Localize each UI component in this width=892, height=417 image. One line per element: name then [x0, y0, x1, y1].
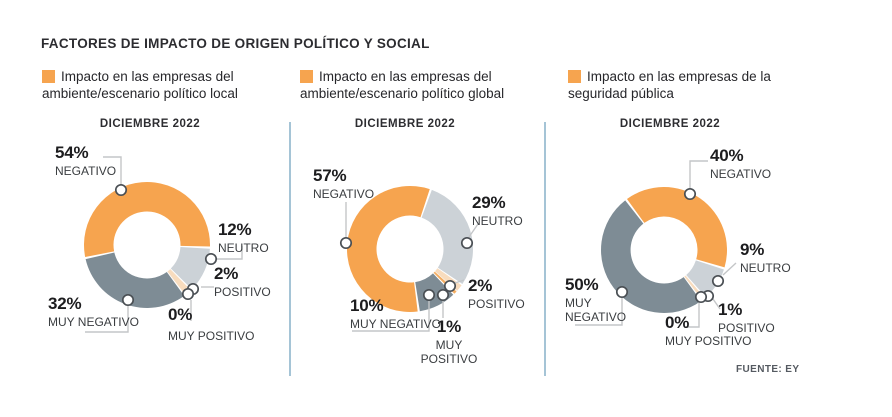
label-muy-negativo: 50% MUY NEGATIVO: [565, 275, 627, 324]
chart-subtitle: DICIEMBRE 2022: [99, 118, 201, 130]
marker-negativo: [683, 187, 697, 201]
chart-subtitle: DICIEMBRE 2022: [354, 118, 456, 130]
label-muy-positivo: 1% MUY POSITIVO: [420, 317, 478, 366]
leader-line-muy-negativo: [575, 298, 623, 326]
donut-chart-local: [83, 156, 243, 333]
donut-chart-seguridad: [575, 160, 737, 328]
chart-column-seguridad: DICIEMBRE 2022 40% NEGATIVO 9% NEUTRO 1% PO…: [546, 118, 810, 406]
label-muy-positivo: 0% MUY POSITIVO: [168, 305, 255, 343]
label-muy-positivo: 0% MUY POSITIVO: [665, 313, 752, 348]
label-positivo: 2% POSITIVO: [214, 264, 271, 299]
marker-muy-positivo: [436, 288, 450, 302]
marker-muy-positivo: [694, 290, 708, 304]
label-negativo: 54% NEGATIVO: [55, 143, 117, 178]
marker-muy-negativo: [615, 285, 629, 299]
label-muy-negativo: 10% MUY NEGATIVO: [350, 296, 441, 331]
marker-negativo: [114, 183, 128, 197]
marker-muy-negativo: [422, 288, 436, 302]
legend-swatch-icon: [568, 70, 581, 83]
segment-muy-negativo: [601, 200, 702, 313]
segment-positivo: [167, 269, 191, 295]
segment-negativo: [626, 186, 728, 268]
chart-subtitle: DICIEMBRE 2022: [619, 118, 721, 130]
leader-line-muy-negativo: [352, 301, 430, 332]
label-neutro: 12% NEUTRO: [218, 220, 269, 255]
leader-line-negativo: [103, 156, 122, 184]
leader-line-neutro: [217, 246, 243, 260]
source-credit: FUENTE: EY: [736, 364, 800, 375]
marker-muy-negativo: [121, 293, 135, 307]
marker-positivo: [443, 279, 457, 293]
page-title: FACTORES DE IMPACTO DE ORIGEN POLÍTICO Y…: [41, 36, 430, 51]
leader-line-muy-negativo: [85, 306, 129, 333]
label-positivo: 1% POSITIVO: [718, 300, 775, 335]
legend-chart-1: Impacto en las empresas del ambiente/esc…: [42, 68, 280, 103]
marker-neutro: [711, 274, 725, 288]
leader-line-neutro: [722, 262, 737, 276]
donut-chart-global: [339, 186, 479, 332]
label-positivo: 2% POSITIVO: [468, 276, 525, 311]
segment-negativo: [346, 186, 430, 313]
marker-muy-positivo: [181, 287, 195, 301]
marker-neutro: [460, 236, 474, 250]
leader-line-positivo: [454, 279, 465, 284]
segment-neutro: [686, 260, 724, 298]
leader-line-negativo: [689, 160, 708, 188]
label-negativo: 40% NEGATIVO: [710, 146, 772, 181]
legend-chart-2: Impacto en las empresas del ambiente/esc…: [300, 68, 546, 103]
column-divider: [544, 122, 546, 376]
legend-swatch-icon: [300, 70, 313, 83]
segment-muy-negativo: [85, 252, 185, 309]
chart-column-local: DICIEMBRE 2022 54% NEGATIVO 12% NEUTRO 2% P…: [30, 118, 288, 406]
label-muy-negativo: 32% MUY NEGATIVO: [48, 294, 139, 329]
marker-negativo: [339, 236, 353, 250]
legend-chart-1-label: Impacto en las empresas del ambiente/esc…: [42, 69, 238, 102]
legend-chart-2-label: Impacto en las empresas del ambiente/esc…: [300, 69, 505, 102]
column-divider: [289, 122, 291, 376]
leader-line-muy-positivo: [685, 303, 700, 328]
leader-line-positivo: [712, 298, 721, 310]
label-negativo: 57% NEGATIVO: [313, 166, 375, 201]
chart-column-global: DICIEMBRE 2022 57% NEGATIVO 29% NEUTRO 2% P…: [292, 118, 542, 406]
legend-swatch-icon: [42, 70, 55, 83]
segment-neutro: [421, 189, 474, 284]
segment-neutro: [170, 246, 210, 290]
marker-neutro: [204, 252, 218, 266]
segment-negativo: [83, 181, 210, 258]
label-neutro: 29% NEUTRO: [472, 193, 523, 228]
leader-line-neutro: [468, 223, 479, 238]
legend-chart-3: Impacto en las empresas de la seguridad …: [568, 68, 806, 103]
label-neutro: 9% NEUTRO: [740, 240, 791, 275]
legend-chart-3-label: Impacto en las empresas de la seguridad …: [568, 69, 771, 102]
